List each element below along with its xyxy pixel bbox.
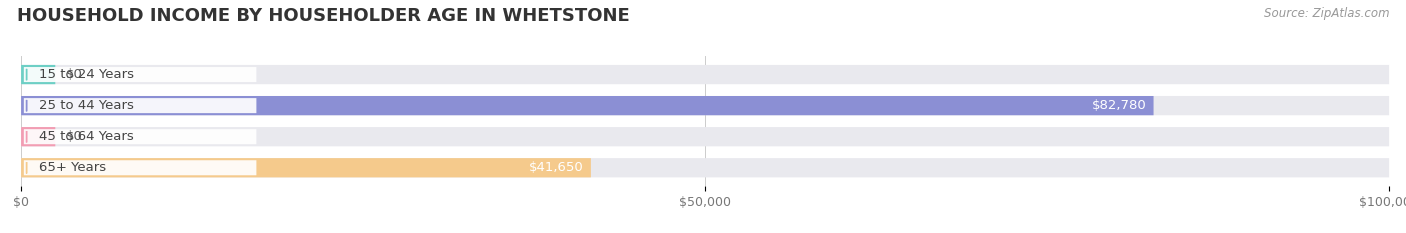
Text: HOUSEHOLD INCOME BY HOUSEHOLDER AGE IN WHETSTONE: HOUSEHOLD INCOME BY HOUSEHOLDER AGE IN W… [17,7,630,25]
Text: 65+ Years: 65+ Years [39,161,105,174]
FancyBboxPatch shape [21,158,591,177]
Text: 25 to 44 Years: 25 to 44 Years [39,99,134,112]
Text: $0: $0 [66,130,83,143]
FancyBboxPatch shape [24,160,256,175]
Text: $82,780: $82,780 [1092,99,1147,112]
Text: 45 to 64 Years: 45 to 64 Years [39,130,134,143]
FancyBboxPatch shape [21,96,1153,115]
FancyBboxPatch shape [21,127,55,146]
FancyBboxPatch shape [24,67,256,82]
FancyBboxPatch shape [21,65,55,84]
FancyBboxPatch shape [21,96,1389,115]
Text: 15 to 24 Years: 15 to 24 Years [39,68,134,81]
FancyBboxPatch shape [24,129,256,144]
FancyBboxPatch shape [24,98,256,113]
FancyBboxPatch shape [21,127,1389,146]
Text: $0: $0 [66,68,83,81]
FancyBboxPatch shape [21,158,1389,177]
Text: Source: ZipAtlas.com: Source: ZipAtlas.com [1264,7,1389,20]
Text: $41,650: $41,650 [529,161,583,174]
FancyBboxPatch shape [21,65,1389,84]
